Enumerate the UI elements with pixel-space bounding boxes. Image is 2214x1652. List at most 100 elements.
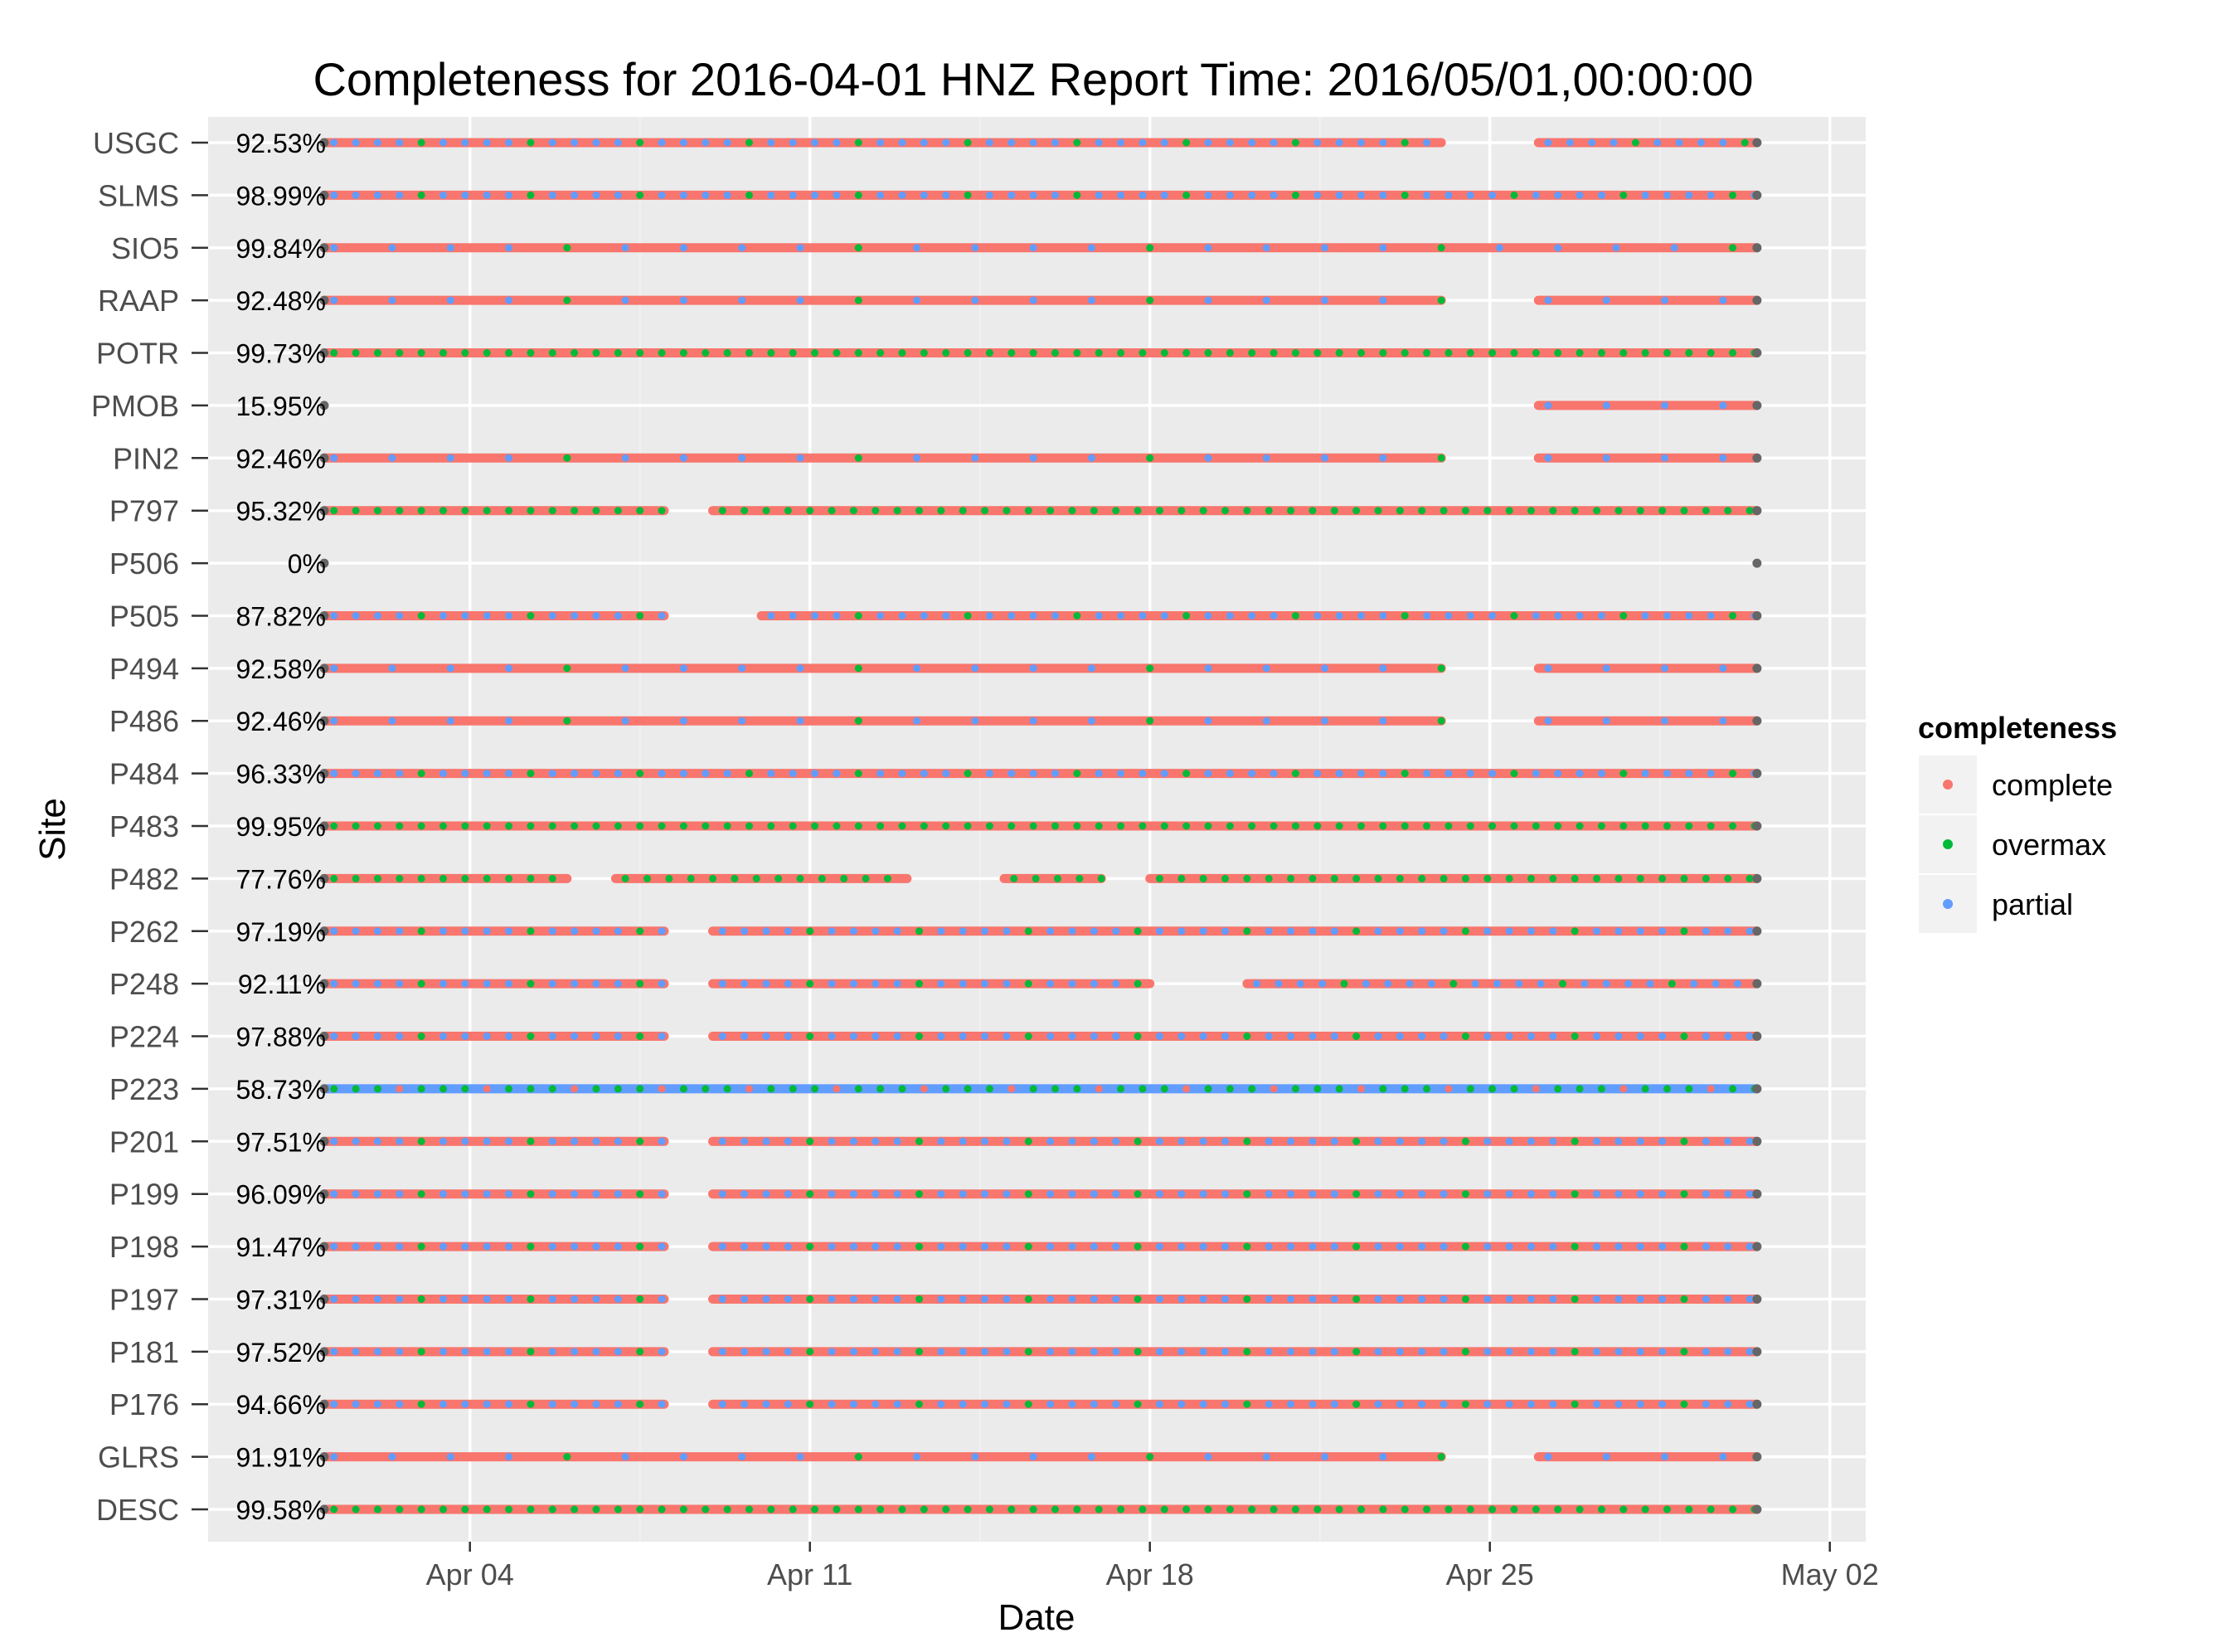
end-marker xyxy=(1752,1399,1762,1409)
end-marker xyxy=(1752,1452,1762,1462)
site-row-pin2 xyxy=(319,453,1762,463)
data-point xyxy=(1724,1137,1732,1145)
data-point xyxy=(1296,979,1304,988)
data-point xyxy=(1423,822,1431,830)
data-point xyxy=(330,138,338,147)
data-point xyxy=(570,1348,579,1356)
data-point xyxy=(636,1295,644,1303)
data-point xyxy=(1440,1137,1448,1145)
data-point xyxy=(1702,1190,1710,1198)
data-point xyxy=(1510,349,1518,357)
data-point xyxy=(1204,1453,1212,1461)
data-point xyxy=(1007,1085,1016,1093)
y-tick-label: P198 xyxy=(109,1230,179,1264)
data-point xyxy=(1593,507,1601,515)
x-tick-label: Apr 25 xyxy=(1446,1557,1534,1591)
data-point xyxy=(1559,979,1567,988)
data-point xyxy=(1619,1085,1628,1093)
y-tick-label: P248 xyxy=(109,967,179,1001)
data-point xyxy=(1729,191,1737,199)
data-point xyxy=(373,1242,381,1251)
data-point xyxy=(920,770,928,778)
data-point xyxy=(1357,349,1365,357)
data-point xyxy=(1724,1295,1732,1303)
data-point xyxy=(330,1400,338,1408)
end-marker xyxy=(1752,243,1762,253)
data-point xyxy=(505,1190,513,1198)
data-point xyxy=(665,874,673,882)
data-point xyxy=(505,1295,513,1303)
data-point xyxy=(563,664,571,673)
data-point xyxy=(762,1242,770,1251)
y-tick-label: PMOB xyxy=(91,389,179,423)
data-point xyxy=(592,1137,600,1145)
data-point xyxy=(1330,1032,1338,1041)
data-point xyxy=(1374,507,1382,515)
data-point xyxy=(373,349,381,357)
data-point xyxy=(1702,507,1710,515)
data-point xyxy=(1527,1032,1535,1041)
data-point xyxy=(1719,296,1727,304)
data-point xyxy=(1003,979,1011,988)
data-point xyxy=(505,717,513,725)
data-point xyxy=(592,770,600,778)
data-point xyxy=(352,927,360,935)
data-point xyxy=(784,507,792,515)
data-point xyxy=(1636,1137,1644,1145)
data-point xyxy=(854,770,862,778)
data-point xyxy=(417,1348,425,1356)
data-point xyxy=(796,874,804,882)
data-point xyxy=(1024,1242,1032,1251)
data-point xyxy=(461,1032,469,1041)
data-point xyxy=(1379,611,1387,620)
data-point xyxy=(1549,927,1557,935)
data-point xyxy=(1330,1137,1338,1145)
data-point xyxy=(1155,1348,1163,1356)
data-point xyxy=(1199,1190,1207,1198)
data-point xyxy=(658,349,666,357)
data-point xyxy=(1046,1400,1055,1408)
data-point xyxy=(439,349,447,357)
data-point xyxy=(1444,611,1453,620)
data-point xyxy=(796,296,804,304)
data-point xyxy=(915,1190,923,1198)
data-point xyxy=(330,349,338,357)
data-point xyxy=(527,1295,535,1303)
data-point xyxy=(352,1032,360,1041)
data-point xyxy=(592,1505,600,1514)
data-point xyxy=(876,611,885,620)
data-point xyxy=(1112,927,1120,935)
data-point xyxy=(920,138,928,147)
data-point xyxy=(1160,191,1168,199)
data-point xyxy=(1068,1137,1076,1145)
data-point xyxy=(527,1190,535,1198)
x-tick-label: Apr 04 xyxy=(426,1557,514,1591)
data-point xyxy=(330,1190,338,1198)
data-point xyxy=(828,1242,836,1251)
data-point xyxy=(1112,1295,1120,1303)
data-point xyxy=(1641,1505,1649,1514)
data-point xyxy=(1440,874,1448,882)
data-point xyxy=(1702,1137,1710,1145)
data-point xyxy=(1003,1242,1011,1251)
data-point xyxy=(439,1400,447,1408)
data-point xyxy=(1702,1400,1710,1408)
data-point xyxy=(1199,1137,1207,1145)
data-point xyxy=(439,1505,447,1514)
data-point xyxy=(811,770,819,778)
data-point xyxy=(636,611,644,620)
end-marker xyxy=(1752,1084,1762,1094)
data-point xyxy=(1440,507,1448,515)
legend-key-dot xyxy=(1943,839,1953,849)
data-point xyxy=(1330,507,1338,515)
completeness-label: 15.95% xyxy=(235,391,326,421)
data-point xyxy=(439,927,447,935)
data-point xyxy=(658,822,666,830)
data-point xyxy=(702,822,710,830)
data-point xyxy=(1554,611,1562,620)
data-point xyxy=(1612,244,1620,252)
data-point xyxy=(1510,1085,1518,1093)
data-point xyxy=(1636,1032,1644,1041)
data-point xyxy=(959,1295,967,1303)
